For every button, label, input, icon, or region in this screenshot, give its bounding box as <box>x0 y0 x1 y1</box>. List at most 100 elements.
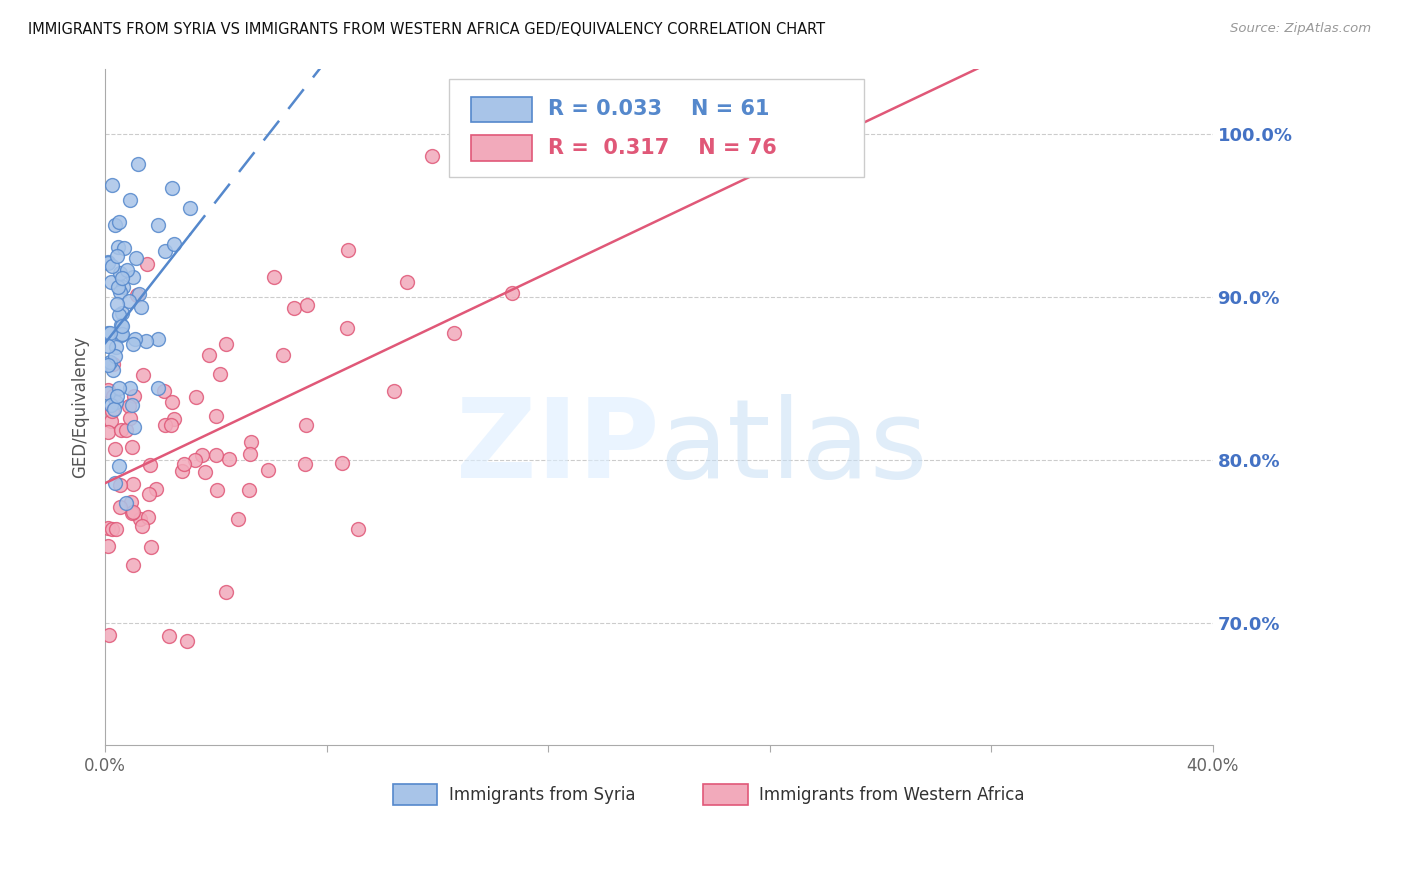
Point <box>121 506 143 520</box>
Point <box>121 494 143 508</box>
FancyBboxPatch shape <box>394 784 437 805</box>
Point <box>346 522 368 536</box>
Point <box>111 280 134 294</box>
Point <box>128 286 150 301</box>
Point <box>110 318 132 333</box>
Point <box>146 381 169 395</box>
Point <box>105 389 128 403</box>
Point <box>132 368 155 382</box>
Point <box>118 293 141 308</box>
Point <box>108 308 131 322</box>
Point <box>111 318 134 333</box>
Point <box>186 390 208 404</box>
Point <box>121 337 143 351</box>
Point <box>104 395 127 409</box>
Point <box>108 478 131 492</box>
Point <box>395 275 418 289</box>
Point <box>101 363 124 377</box>
Point <box>160 395 183 409</box>
Point <box>153 417 176 432</box>
Point <box>122 389 145 403</box>
Point <box>105 249 128 263</box>
Point <box>100 398 122 412</box>
Point <box>97 521 120 535</box>
Point <box>218 452 240 467</box>
Point <box>197 348 219 362</box>
Point <box>194 466 217 480</box>
Point <box>131 519 153 533</box>
Point <box>271 348 294 362</box>
Point <box>107 381 129 395</box>
Point <box>97 255 120 269</box>
Point <box>97 383 120 397</box>
Point <box>122 420 145 434</box>
Point <box>204 448 226 462</box>
Point <box>163 237 186 252</box>
Point <box>159 417 181 432</box>
Text: Source: ZipAtlas.com: Source: ZipAtlas.com <box>1230 22 1371 36</box>
Point <box>283 301 305 315</box>
Text: R =  0.317    N = 76: R = 0.317 N = 76 <box>548 138 778 158</box>
Point <box>207 483 229 497</box>
Point <box>122 505 145 519</box>
Point <box>184 453 207 467</box>
Point <box>125 252 148 266</box>
Point <box>336 321 359 335</box>
Point <box>190 448 212 462</box>
Point <box>105 297 128 311</box>
Point <box>176 633 198 648</box>
Point <box>104 349 127 363</box>
Point <box>107 458 129 473</box>
Point <box>295 417 318 432</box>
Point <box>97 425 120 439</box>
FancyBboxPatch shape <box>703 784 748 805</box>
Point <box>420 149 443 163</box>
Point <box>238 483 260 497</box>
Point <box>148 219 170 233</box>
Point <box>104 340 127 354</box>
FancyBboxPatch shape <box>471 96 531 122</box>
Point <box>101 389 124 403</box>
Point <box>111 326 134 341</box>
Point <box>215 584 238 599</box>
Point <box>138 487 160 501</box>
Point <box>163 411 186 425</box>
Text: R = 0.033    N = 61: R = 0.033 N = 61 <box>548 100 769 120</box>
Point <box>121 558 143 573</box>
Point <box>139 458 162 473</box>
Point <box>141 540 163 554</box>
Point <box>108 285 131 299</box>
Point <box>382 384 405 398</box>
Point <box>101 522 124 536</box>
Point <box>153 244 176 259</box>
Point <box>103 402 125 417</box>
Point <box>443 326 465 341</box>
Text: IMMIGRANTS FROM SYRIA VS IMMIGRANTS FROM WESTERN AFRICA GED/EQUIVALENCY CORRELAT: IMMIGRANTS FROM SYRIA VS IMMIGRANTS FROM… <box>28 22 825 37</box>
Point <box>97 339 120 353</box>
Point <box>337 243 360 257</box>
Point <box>108 266 131 280</box>
Point <box>97 628 120 642</box>
Point <box>104 442 127 456</box>
Point <box>101 357 124 371</box>
Point <box>239 447 262 461</box>
Point <box>100 275 122 289</box>
Point <box>330 456 353 470</box>
Point <box>173 457 195 471</box>
Point <box>97 540 120 554</box>
Point <box>98 355 121 369</box>
FancyBboxPatch shape <box>471 135 531 161</box>
Point <box>104 475 127 490</box>
Point <box>124 332 146 346</box>
Point <box>97 385 120 400</box>
Point <box>101 178 124 192</box>
Point <box>215 337 238 351</box>
Point <box>128 512 150 526</box>
Point <box>135 257 157 271</box>
Point <box>112 241 135 255</box>
Point <box>118 399 141 413</box>
Point <box>134 334 156 348</box>
Point <box>110 328 132 343</box>
Point <box>100 414 122 428</box>
Point <box>114 496 136 510</box>
